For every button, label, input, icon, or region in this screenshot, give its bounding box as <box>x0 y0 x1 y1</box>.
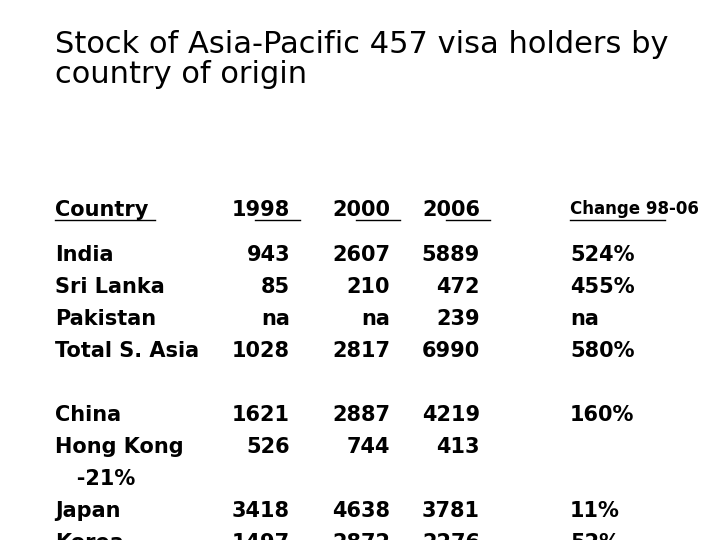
Text: Sri Lanka: Sri Lanka <box>55 277 165 297</box>
Text: 160%: 160% <box>570 405 634 425</box>
Text: 4219: 4219 <box>422 405 480 425</box>
Text: 11%: 11% <box>570 501 620 521</box>
Text: 85: 85 <box>261 277 290 297</box>
Text: 455%: 455% <box>570 277 634 297</box>
Text: 1998: 1998 <box>232 200 290 220</box>
Text: na: na <box>261 309 290 329</box>
Text: 1621: 1621 <box>232 405 290 425</box>
Text: Country: Country <box>55 200 148 220</box>
Text: 1028: 1028 <box>232 341 290 361</box>
Text: 239: 239 <box>436 309 480 329</box>
Text: 3418: 3418 <box>232 501 290 521</box>
Text: 5889: 5889 <box>422 245 480 265</box>
Text: 3781: 3781 <box>422 501 480 521</box>
Text: Change 98-06: Change 98-06 <box>570 200 699 218</box>
Text: 4638: 4638 <box>332 501 390 521</box>
Text: 526: 526 <box>246 437 290 457</box>
Text: Korea: Korea <box>55 533 124 540</box>
Text: 413: 413 <box>436 437 480 457</box>
Text: Stock of Asia-Pacific 457 visa holders by: Stock of Asia-Pacific 457 visa holders b… <box>55 30 668 59</box>
Text: Pakistan: Pakistan <box>55 309 156 329</box>
Text: 52%: 52% <box>570 533 620 540</box>
Text: India: India <box>55 245 114 265</box>
Text: China: China <box>55 405 121 425</box>
Text: Hong Kong: Hong Kong <box>55 437 184 457</box>
Text: na: na <box>361 309 390 329</box>
Text: 744: 744 <box>346 437 390 457</box>
Text: 210: 210 <box>346 277 390 297</box>
Text: 472: 472 <box>436 277 480 297</box>
Text: 943: 943 <box>246 245 290 265</box>
Text: 2607: 2607 <box>332 245 390 265</box>
Text: 6990: 6990 <box>422 341 480 361</box>
Text: 524%: 524% <box>570 245 634 265</box>
Text: Japan: Japan <box>55 501 120 521</box>
Text: -21%: -21% <box>55 469 135 489</box>
Text: 2817: 2817 <box>332 341 390 361</box>
Text: 2887: 2887 <box>332 405 390 425</box>
Text: 1497: 1497 <box>232 533 290 540</box>
Text: 2872: 2872 <box>332 533 390 540</box>
Text: 2006: 2006 <box>422 200 480 220</box>
Text: 2000: 2000 <box>332 200 390 220</box>
Text: na: na <box>570 309 599 329</box>
Text: 2276: 2276 <box>422 533 480 540</box>
Text: 580%: 580% <box>570 341 634 361</box>
Text: country of origin: country of origin <box>55 60 307 89</box>
Text: Total S. Asia: Total S. Asia <box>55 341 199 361</box>
